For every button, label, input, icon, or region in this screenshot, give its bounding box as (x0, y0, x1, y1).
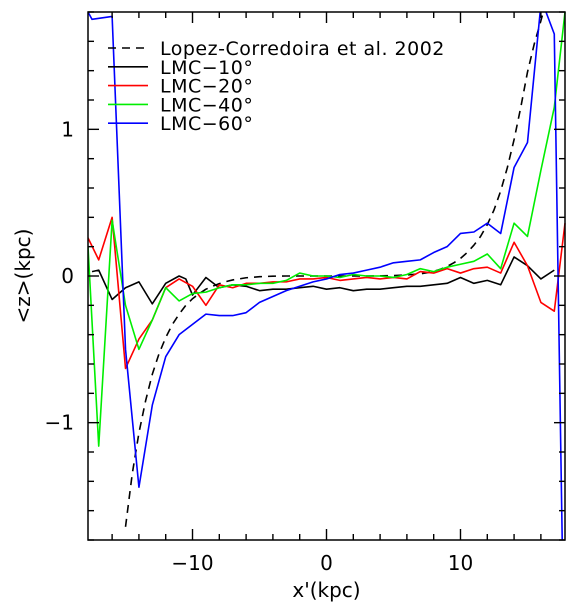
y-tick-label: −1 (45, 411, 74, 435)
legend: Lopez-Corredoira et al. 2002LMC−10°LMC−2… (108, 38, 445, 135)
series-line-lopez-corredoira (124, 12, 545, 527)
series-line-lmc-40 (88, 12, 566, 447)
x-tick-label: −10 (171, 551, 213, 575)
x-tick-label: 0 (320, 551, 333, 575)
legend-label: LMC−20° (160, 76, 253, 98)
ticks-layer: −10 0 10−101 (45, 11, 565, 575)
legend-label: LMC−60° (160, 113, 253, 135)
y-tick-label: 1 (61, 117, 74, 141)
y-axis-label: <z>(kpc) (11, 229, 35, 324)
x-tick-label: 10 (448, 551, 473, 575)
series-line-lmc-10 (91, 256, 555, 305)
series-layer (88, 12, 566, 540)
legend-label: LMC−40° (160, 94, 253, 116)
y-tick-label: 0 (61, 264, 74, 288)
series-line-lmc-60 (88, 12, 564, 540)
x-axis-label: x'(kpc) (292, 578, 360, 602)
legend-label: LMC−10° (160, 57, 253, 79)
legend-label: Lopez-Corredoira et al. 2002 (160, 38, 445, 60)
